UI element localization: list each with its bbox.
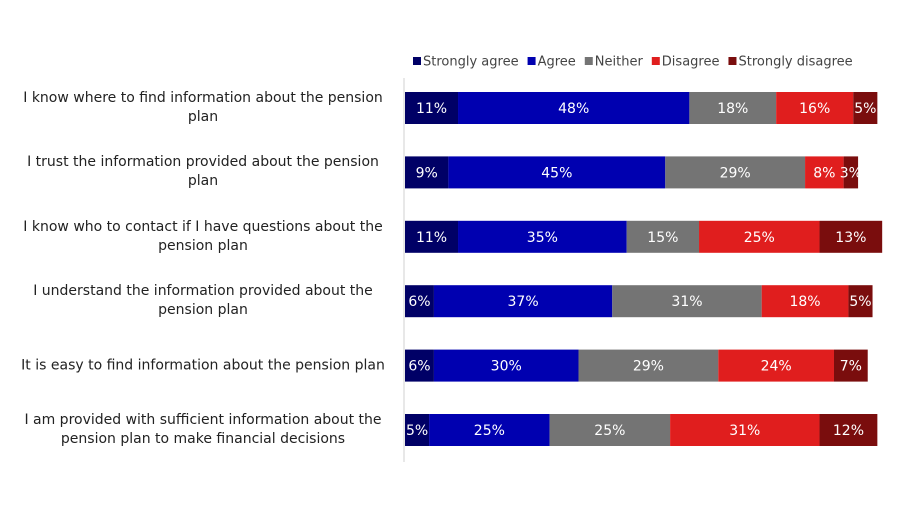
value-label: 29% — [720, 165, 751, 181]
value-label: 25% — [744, 230, 775, 246]
bar-segment — [405, 92, 459, 124]
category-label: I am provided with sufficient informatio… — [24, 412, 382, 447]
value-label: 25% — [474, 423, 505, 439]
value-label: 18% — [717, 101, 748, 117]
bar-segment — [805, 156, 844, 189]
bar-segment — [689, 92, 777, 124]
bar-segment — [670, 414, 820, 446]
bar-segment — [405, 285, 434, 318]
legend-swatch — [651, 57, 660, 65]
legend-swatch — [728, 57, 737, 65]
bar-segment — [549, 414, 671, 446]
bar-segment — [578, 349, 719, 382]
bar-segment — [843, 156, 859, 189]
bar-segment — [458, 92, 690, 124]
value-label: 37% — [508, 294, 539, 310]
bar-segment — [405, 349, 434, 382]
value-label: 8% — [813, 165, 835, 181]
legend-swatch — [584, 57, 593, 65]
value-label: 35% — [527, 230, 558, 246]
bar-segment — [433, 285, 613, 318]
value-label: 6% — [408, 359, 430, 375]
value-label: 11% — [416, 230, 447, 246]
bar-segment — [699, 220, 820, 253]
legend-swatch — [413, 57, 421, 65]
value-label: 30% — [491, 359, 522, 375]
bar-segment — [433, 349, 579, 382]
bar-segment — [405, 414, 430, 446]
value-label: 45% — [541, 165, 572, 181]
bar-segment — [665, 156, 806, 189]
legend-label: Disagree — [662, 55, 720, 70]
bar-segment — [819, 414, 878, 446]
bar-segment — [458, 220, 627, 253]
bar-segment — [819, 220, 883, 253]
bar-segment — [626, 220, 700, 253]
category-label: I know where to find information about t… — [23, 90, 383, 125]
value-label: 18% — [789, 294, 820, 310]
value-label: 5% — [854, 101, 876, 117]
value-label: 6% — [408, 294, 430, 310]
value-label: 24% — [761, 359, 792, 375]
category-label: I know who to contact if I have question… — [23, 218, 383, 254]
bar-segment — [612, 285, 762, 318]
bar-segment — [848, 285, 873, 318]
bar-segment — [853, 92, 878, 124]
value-label: 25% — [594, 423, 625, 439]
bar-segment — [718, 349, 834, 382]
value-label: 31% — [671, 294, 702, 310]
bar-segment — [405, 220, 459, 253]
value-label: 12% — [833, 423, 864, 439]
bar-segment — [448, 156, 666, 189]
value-label: 31% — [729, 423, 760, 439]
value-label: 11% — [416, 101, 447, 117]
category-label: I understand the information provided ab… — [33, 283, 373, 319]
bar-segment — [761, 285, 849, 318]
bar-segment — [429, 414, 550, 446]
bar-segment — [405, 156, 449, 189]
value-label: 15% — [647, 230, 678, 246]
legend-label: Agree — [538, 55, 576, 70]
value-label: 9% — [416, 165, 438, 181]
bar-segment — [776, 92, 854, 124]
value-label: 5% — [849, 294, 871, 310]
category-label: I trust the information provided about t… — [27, 154, 379, 190]
category-label: It is easy to find information about the… — [21, 357, 385, 374]
value-label: 7% — [840, 359, 862, 375]
value-label: 16% — [799, 101, 830, 117]
value-label: 5% — [406, 423, 428, 439]
legend-label: Strongly agree — [423, 55, 519, 70]
value-label: 3% — [840, 165, 862, 181]
legend-swatch — [527, 57, 536, 65]
value-label: 13% — [835, 230, 866, 246]
value-label: 29% — [633, 359, 664, 375]
legend-label: Strongly disagree — [738, 55, 852, 70]
bar-segment — [833, 349, 868, 382]
value-label: 48% — [558, 101, 589, 117]
legend-label: Neither — [595, 55, 644, 70]
